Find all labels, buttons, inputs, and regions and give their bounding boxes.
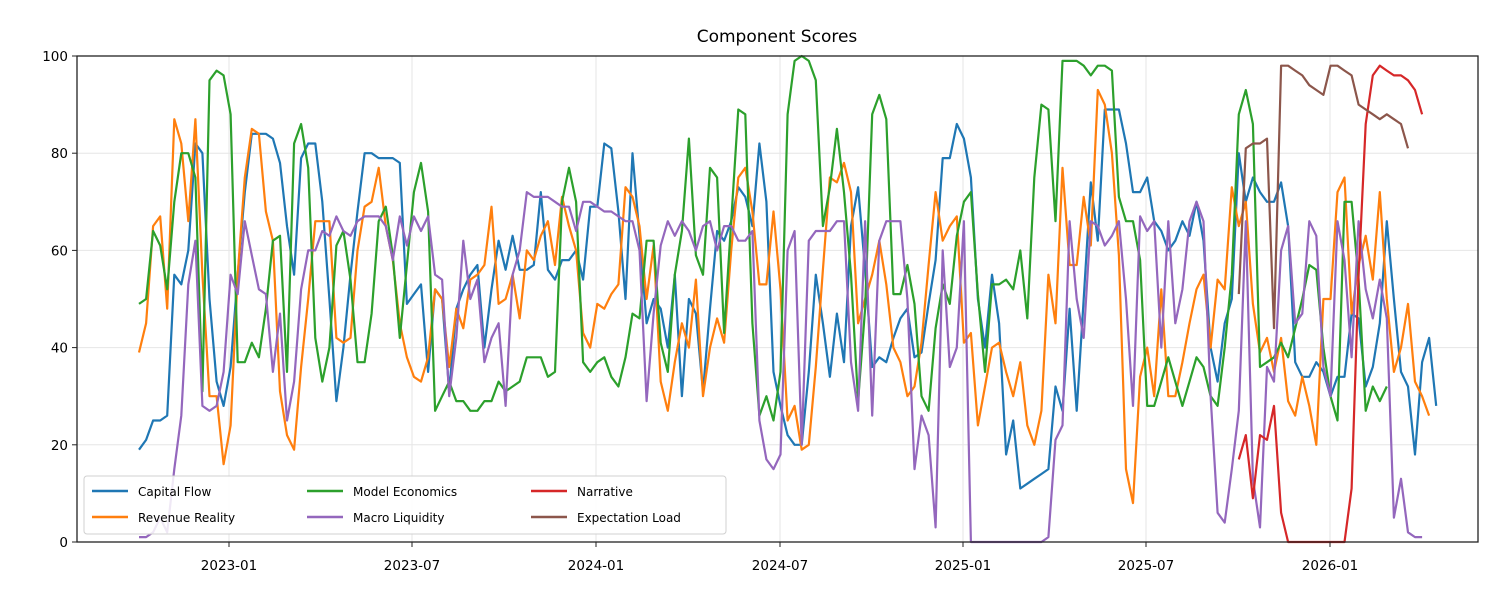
y-tick-label: 0 [59, 535, 68, 551]
series-capital-flow [138, 108, 1438, 490]
legend-label: Narrative [577, 485, 633, 499]
series-lines [137, 54, 1438, 544]
x-tick-label: 2023-01 [201, 558, 257, 574]
x-tick-label: 2024-01 [568, 558, 624, 574]
y-tick-label: 100 [42, 49, 68, 65]
chart-title: Component Scores [697, 27, 858, 47]
x-tick-label: 2023-07 [384, 558, 440, 574]
legend-label: Expectation Load [577, 511, 681, 525]
x-tick-label: 2024-07 [752, 558, 808, 574]
legend-label: Capital Flow [138, 485, 211, 499]
y-axis: 0 20 40 60 80 100 [42, 49, 77, 551]
y-tick-label: 80 [51, 146, 68, 162]
x-tick-label: 2025-01 [935, 558, 991, 574]
legend-label: Revenue Reality [138, 511, 235, 525]
x-tick-label: 2026-01 [1302, 558, 1358, 574]
x-tick-label: 2025-07 [1118, 558, 1174, 574]
plot-frame [76, 55, 1479, 543]
y-tick-label: 60 [51, 243, 68, 259]
series-expectation-load [1237, 64, 1410, 330]
series-model-economics [138, 54, 1388, 422]
series-macro-liquidity [139, 191, 1423, 544]
legend-label: Macro Liquidity [353, 511, 444, 525]
legend: Capital Flow Revenue Reality Model Economi… [83, 475, 727, 535]
y-tick-label: 40 [51, 341, 68, 357]
y-tick-label: 20 [51, 438, 68, 454]
x-axis: 2023-01 2023-07 2024-01 2024-07 2025-01 2025-… [201, 542, 1358, 574]
legend-label: Model Economics [353, 485, 457, 499]
